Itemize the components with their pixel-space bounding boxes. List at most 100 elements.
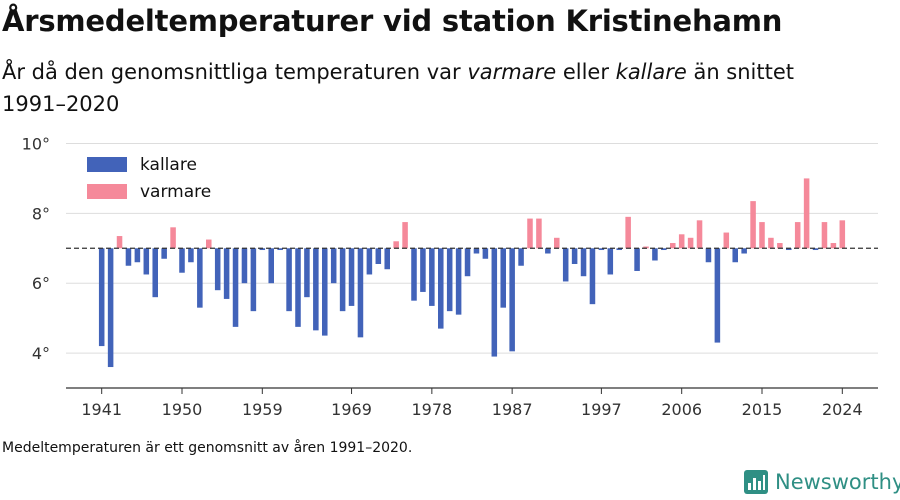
y-tick-label: 10° <box>22 134 50 153</box>
legend-label-kallare: kallare <box>140 155 197 175</box>
bar-2023 <box>830 243 837 249</box>
newsworthy-logo-icon <box>744 470 768 494</box>
bar-1974 <box>393 241 399 249</box>
bar-1984 <box>482 248 489 259</box>
bar-2013 <box>741 248 747 254</box>
bar-1968 <box>339 248 346 312</box>
bar-1979 <box>438 248 444 329</box>
bar-1985 <box>491 248 498 357</box>
bar-2008 <box>696 220 703 249</box>
temperature-bar-chart: 4° 6° 8° 10° 1941 1950 1959 1969 1978 1987 1997 200… <box>22 134 878 419</box>
x-tick-label: 2015 <box>742 400 783 419</box>
legend-swatch-varmare <box>87 184 127 199</box>
bar-2011 <box>723 232 730 249</box>
bar-1949 <box>170 227 176 249</box>
bar-1973 <box>384 248 390 270</box>
bar-1983 <box>473 248 480 254</box>
bar-1959 <box>259 248 266 251</box>
bar-1977 <box>420 248 426 292</box>
bar-2015 <box>759 222 765 249</box>
bar-1988 <box>518 248 524 266</box>
bar-1990 <box>536 218 542 249</box>
legend-swatch-kallare <box>87 157 127 172</box>
y-tick-label: 6° <box>32 274 50 293</box>
bar-1954 <box>214 248 221 291</box>
bar-1942 <box>107 248 114 368</box>
bar-1993 <box>562 248 569 282</box>
bar-1989 <box>527 218 533 249</box>
subtitle-warm: varmare <box>467 60 557 84</box>
brand-name: Newsworthy <box>775 470 900 494</box>
x-tick-label: 1950 <box>162 400 203 419</box>
bar-1995 <box>580 248 587 277</box>
y-tick-label: 4° <box>32 344 50 363</box>
x-tick-label: 2024 <box>822 400 863 419</box>
bar-1986 <box>500 248 506 308</box>
bar-1992 <box>554 237 560 249</box>
bar-2005 <box>670 243 676 249</box>
x-tick-label: 1987 <box>492 400 533 419</box>
bar-2016 <box>768 237 774 249</box>
bar-2020 <box>803 178 810 249</box>
bar-1971 <box>366 248 373 275</box>
bar-2021 <box>812 248 819 251</box>
bar-2014 <box>750 201 756 249</box>
bar-1958 <box>250 248 257 312</box>
bar-1978 <box>429 248 435 306</box>
bar-1966 <box>322 248 328 336</box>
bar-1972 <box>375 248 382 264</box>
bar-2000 <box>625 216 631 249</box>
bar-1963 <box>295 248 301 327</box>
bar-1950 <box>179 248 185 273</box>
bar-2019 <box>794 222 801 249</box>
bar-1943 <box>116 236 123 249</box>
legend-label-varmare: varmare <box>140 182 211 202</box>
y-tick-label: 8° <box>32 204 50 223</box>
x-tick-label: 2006 <box>661 400 702 419</box>
bar-1991 <box>545 248 551 254</box>
bar-1981 <box>455 248 462 315</box>
bar-1965 <box>313 248 319 331</box>
bar-2009 <box>705 248 712 263</box>
bar-1975 <box>402 222 408 249</box>
bar-1997 <box>598 248 605 251</box>
subtitle-part3: än snittet 1991–2020 <box>2 60 795 116</box>
bar-1956 <box>232 248 239 327</box>
bar-1946 <box>143 248 150 275</box>
bar-1944 <box>125 248 132 266</box>
bar-1948 <box>161 248 167 259</box>
bar-2007 <box>687 237 694 249</box>
bar-1987 <box>509 248 515 352</box>
bar-1945 <box>134 248 141 263</box>
bar-2017 <box>777 243 783 249</box>
bar-1947 <box>152 248 158 298</box>
footnote: Medeltemperaturen är ett genomsnitt av å… <box>2 440 413 456</box>
bar-2001 <box>634 248 640 271</box>
bar-2003 <box>652 248 658 261</box>
x-tick-label: 1941 <box>81 400 122 419</box>
bar-1951 <box>188 248 194 263</box>
bar-1957 <box>241 248 248 284</box>
bar-2024 <box>839 220 846 249</box>
bar-1955 <box>223 248 230 299</box>
bar-1982 <box>464 248 471 277</box>
bar-1953 <box>206 239 212 249</box>
bar-2002 <box>643 246 649 249</box>
bar-1996 <box>589 248 596 305</box>
bar-1952 <box>197 248 203 308</box>
subtitle-cold: kallare <box>615 60 687 84</box>
bar-1960 <box>268 248 274 284</box>
bar-2010 <box>714 248 721 343</box>
bar-2012 <box>732 248 738 263</box>
bar-1962 <box>286 248 292 312</box>
bar-1994 <box>571 248 578 264</box>
chart-subtitle: År då den genomsnittliga temperaturen va… <box>2 56 862 120</box>
bar-2022 <box>821 222 828 249</box>
bar-1964 <box>304 248 310 298</box>
bar-1976 <box>411 248 417 301</box>
bar-1980 <box>446 248 453 312</box>
brand-logo[interactable]: Newsworthy <box>744 468 900 496</box>
subtitle-part2: eller <box>556 60 616 84</box>
bar-1967 <box>330 248 337 284</box>
bar-1998 <box>607 248 614 275</box>
